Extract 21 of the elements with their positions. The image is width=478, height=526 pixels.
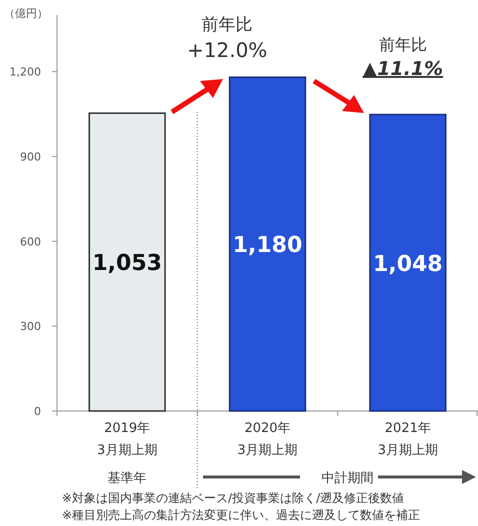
x-tick-label: 2020年 3月期上期 (237, 421, 298, 458)
x-tick-label: 2019年 3月期上期 (97, 421, 158, 458)
bar (88, 112, 166, 412)
data-label: 1,180 (232, 233, 302, 258)
text: 基準年 (108, 471, 147, 486)
annotation: 前年比 +12.0% (187, 15, 268, 62)
data-label: 1,048 (373, 252, 443, 277)
bar (228, 76, 306, 412)
annotation: 前年比 ▲11.1% (362, 35, 444, 80)
y-tick-label: 900 (20, 150, 41, 164)
text: ※対象は国内事業の連結ベース/投資事業は除く/遡及修正後数値 (62, 491, 404, 505)
x-tick-label: 2021年 3月期上期 (378, 421, 438, 458)
y-tick-label: 600 (20, 235, 41, 248)
y-tick-label: 300 (20, 320, 41, 334)
y-tick-label: 1,200 (10, 66, 41, 79)
y-tick-label: 0 (34, 405, 41, 418)
text: 中計期間 (322, 471, 374, 486)
y-axis-title: （億円） (4, 7, 48, 20)
text: ※種目別売上高の集計方法変更に伴い、過去に遡及して数値を補正 (62, 508, 420, 522)
bar (369, 114, 446, 412)
data-label: 1,053 (92, 251, 162, 276)
